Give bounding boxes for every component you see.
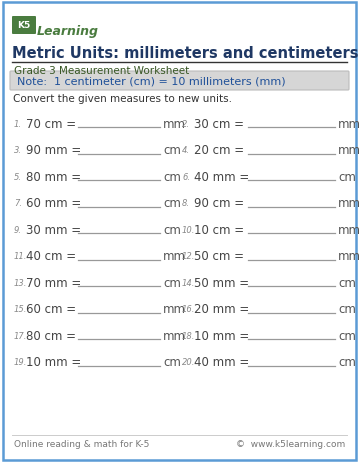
Text: cm: cm xyxy=(163,144,181,157)
Text: cm: cm xyxy=(338,303,356,316)
Text: cm: cm xyxy=(338,276,356,289)
Text: mm: mm xyxy=(338,197,359,210)
Text: 70 cm =: 70 cm = xyxy=(26,118,76,131)
Text: Online reading & math for K-5: Online reading & math for K-5 xyxy=(14,439,149,449)
Text: ©  www.k5learning.com: © www.k5learning.com xyxy=(236,439,345,449)
Text: 4.: 4. xyxy=(182,146,190,155)
Text: 70 mm =: 70 mm = xyxy=(26,276,81,289)
FancyBboxPatch shape xyxy=(10,72,349,91)
Text: 10 mm =: 10 mm = xyxy=(194,329,249,342)
Text: 80 cm =: 80 cm = xyxy=(26,329,76,342)
Text: 11.: 11. xyxy=(14,252,27,261)
Text: cm: cm xyxy=(338,329,356,342)
Text: 90 cm =: 90 cm = xyxy=(194,197,244,210)
Text: 40 mm =: 40 mm = xyxy=(194,356,249,369)
FancyBboxPatch shape xyxy=(12,17,36,35)
Text: mm: mm xyxy=(338,250,359,263)
Text: Grade 3 Measurement Worksheet: Grade 3 Measurement Worksheet xyxy=(14,66,189,76)
Text: 15.: 15. xyxy=(14,305,27,313)
Text: 60 mm =: 60 mm = xyxy=(26,197,81,210)
Text: 20.: 20. xyxy=(182,357,195,366)
Text: 3.: 3. xyxy=(14,146,22,155)
Text: mm: mm xyxy=(338,223,359,236)
Text: 14.: 14. xyxy=(182,278,195,287)
Text: 30 mm =: 30 mm = xyxy=(26,223,81,236)
Text: K5: K5 xyxy=(17,21,31,31)
Text: 20 mm =: 20 mm = xyxy=(194,303,249,316)
Text: Metric Units: millimeters and centimeters: Metric Units: millimeters and centimeter… xyxy=(12,46,359,62)
Text: cm: cm xyxy=(338,170,356,183)
Text: cm: cm xyxy=(163,356,181,369)
Text: mm: mm xyxy=(163,118,186,131)
Text: Convert the given measures to new units.: Convert the given measures to new units. xyxy=(13,94,232,104)
Text: 19.: 19. xyxy=(14,357,27,366)
Text: cm: cm xyxy=(163,197,181,210)
Text: mm: mm xyxy=(163,329,186,342)
Text: 10 cm =: 10 cm = xyxy=(194,223,244,236)
FancyBboxPatch shape xyxy=(3,3,356,460)
Text: 40 cm =: 40 cm = xyxy=(26,250,76,263)
Text: 16.: 16. xyxy=(182,305,195,313)
Text: 50 mm =: 50 mm = xyxy=(194,276,249,289)
Text: 10 mm =: 10 mm = xyxy=(26,356,81,369)
Text: 12.: 12. xyxy=(182,252,195,261)
Text: mm: mm xyxy=(338,144,359,157)
Text: 8.: 8. xyxy=(182,199,190,208)
Text: 18.: 18. xyxy=(182,331,195,340)
Text: 5.: 5. xyxy=(14,172,22,181)
Text: cm: cm xyxy=(338,356,356,369)
Text: 30 cm =: 30 cm = xyxy=(194,118,244,131)
Text: 13.: 13. xyxy=(14,278,27,287)
Text: 50 cm =: 50 cm = xyxy=(194,250,244,263)
Text: cm: cm xyxy=(163,276,181,289)
Text: cm: cm xyxy=(163,223,181,236)
Text: 90 mm =: 90 mm = xyxy=(26,144,81,157)
Text: 40 mm =: 40 mm = xyxy=(194,170,249,183)
Text: Note:  1 centimeter (cm) = 10 millimeters (mm): Note: 1 centimeter (cm) = 10 millimeters… xyxy=(17,76,286,86)
Text: 17.: 17. xyxy=(14,331,27,340)
Text: Learning: Learning xyxy=(37,25,99,38)
Text: 20 cm =: 20 cm = xyxy=(194,144,244,157)
Text: 2.: 2. xyxy=(182,119,190,128)
Text: 7.: 7. xyxy=(14,199,22,208)
Text: 10.: 10. xyxy=(182,225,195,234)
Text: 80 mm =: 80 mm = xyxy=(26,170,81,183)
Text: 1.: 1. xyxy=(14,119,22,128)
Text: mm: mm xyxy=(163,303,186,316)
Text: 9.: 9. xyxy=(14,225,22,234)
Text: 6.: 6. xyxy=(182,172,190,181)
Text: mm: mm xyxy=(163,250,186,263)
Text: cm: cm xyxy=(163,170,181,183)
Text: 60 cm =: 60 cm = xyxy=(26,303,76,316)
Text: mm: mm xyxy=(338,118,359,131)
